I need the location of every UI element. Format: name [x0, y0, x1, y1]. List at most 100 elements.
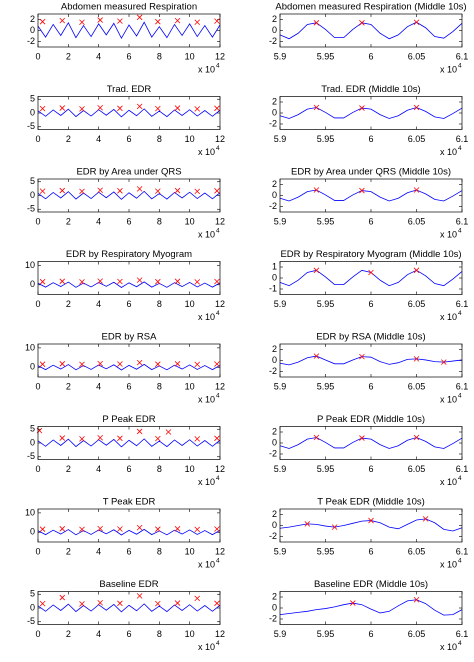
x-tick-label: 5.95: [317, 299, 335, 309]
peak-marker: [155, 278, 161, 285]
x-tick-label: 12: [215, 629, 225, 639]
peak-marker: [39, 188, 46, 194]
peak-marker: [117, 361, 123, 367]
marker-stroke: [136, 593, 143, 599]
peak-marker: [359, 20, 365, 26]
y-tick-label: 0: [272, 272, 277, 282]
peak-marker: [214, 435, 220, 442]
marker-stroke: [59, 361, 66, 367]
marker-stroke: [413, 104, 420, 111]
y-tick-label: -2: [269, 448, 277, 458]
peak-marker: [59, 17, 66, 24]
peak-marker: [136, 524, 143, 531]
marker-stroke: [359, 353, 365, 360]
peak-marker: [155, 361, 161, 367]
marker-stroke: [117, 526, 123, 532]
marker-stroke: [39, 18, 46, 25]
marker-stroke: [97, 599, 103, 606]
plot-frame: [37, 96, 221, 130]
peak-marker: [313, 353, 320, 359]
peak-marker: [422, 516, 429, 522]
x-tick-label: 6: [368, 299, 373, 309]
marker-stroke: [194, 436, 201, 442]
marker-stroke: [214, 600, 220, 607]
plot-title: Trad. EDR (Middle 10s): [321, 84, 420, 95]
y-tick-label: 2: [30, 14, 35, 24]
y-tick-label: -2: [269, 36, 277, 46]
x-scale-exponent: 4: [216, 228, 220, 235]
peak-marker: [194, 279, 201, 285]
marker-stroke: [97, 278, 103, 284]
x-tick-label: 5.95: [317, 51, 335, 61]
plot-frame: [37, 13, 221, 48]
x-scale-label: x 10: [440, 559, 457, 569]
x-tick-label: 0: [35, 546, 40, 556]
marker-stroke: [59, 526, 66, 532]
marker-stroke: [350, 600, 356, 606]
marker-stroke: [117, 278, 123, 285]
marker-stroke: [313, 187, 320, 193]
peak-marker: [136, 277, 143, 283]
peak-marker: [59, 187, 66, 194]
x-tick-label: 8: [157, 216, 162, 226]
marker-stroke: [174, 278, 181, 285]
y-tick-label: 0: [272, 190, 277, 200]
x-tick-label: 6: [368, 464, 373, 474]
x-tick-label: 6.05: [408, 629, 426, 639]
peak-marker: [155, 600, 161, 607]
plot-title: EDR by Area under QRS (Middle 10s): [291, 167, 451, 178]
x-scale-label: x 10: [198, 147, 215, 157]
marker-stroke: [136, 14, 143, 21]
peak-marker: [174, 600, 181, 606]
peak-marker: [174, 526, 181, 532]
x-tick-label: 6: [368, 629, 373, 639]
x-tick-label: 10: [185, 216, 195, 226]
x-tick-label: 8: [157, 299, 162, 309]
x-tick-label: 6: [126, 51, 131, 61]
peak-marker: [165, 429, 172, 435]
marker-stroke: [194, 361, 201, 368]
x-tick-label: 6: [126, 464, 131, 474]
x-tick-label: 6: [126, 134, 131, 144]
x-tick-label: 2: [66, 381, 71, 391]
x-tick-label: 6.05: [408, 51, 426, 61]
plot-title: P Peak EDR (Middle 10s): [317, 414, 425, 425]
y-tick-label: 0: [30, 362, 35, 372]
marker-stroke: [79, 279, 85, 285]
x-tick-label: 4: [96, 546, 101, 556]
plot-title: Abdomen measured Respiration (Middle 10s…: [275, 2, 466, 13]
marker-stroke: [117, 435, 123, 442]
peak-marker: [413, 434, 420, 441]
x-scale-label: x 10: [198, 312, 215, 322]
peak-marker: [97, 360, 103, 367]
marker-stroke: [39, 188, 46, 194]
peak-marker: [136, 428, 143, 435]
y-tick-label: 10: [25, 260, 35, 270]
y-tick-label: -2: [269, 531, 277, 541]
x-scale-exponent: 4: [458, 393, 462, 400]
marker-stroke: [79, 106, 85, 112]
peak-marker: [174, 17, 181, 24]
y-tick-label: 5: [30, 176, 35, 186]
plot-title: T Peak EDR (Middle 10s): [317, 497, 425, 508]
peak-marker: [368, 269, 374, 276]
plot-frame: [37, 178, 221, 213]
marker-stroke: [79, 19, 85, 26]
marker-stroke: [313, 20, 320, 26]
x-scale-exponent: 4: [458, 228, 462, 235]
y-tick-label: 2: [272, 96, 277, 106]
x-tick-label: 5.9: [274, 546, 287, 556]
peak-marker: [194, 106, 201, 112]
plot-title: T Peak EDR: [103, 497, 156, 508]
marker-stroke: [194, 106, 201, 112]
y-tick-label: 0: [272, 437, 277, 447]
y-tick-label: 5: [30, 424, 35, 434]
marker-stroke: [39, 278, 46, 285]
x-tick-label: 6.1: [456, 134, 469, 144]
peak-marker: [155, 435, 161, 442]
x-tick-label: 10: [185, 464, 195, 474]
peak-marker: [59, 594, 66, 601]
marker-stroke: [214, 278, 220, 285]
peak-marker: [174, 361, 181, 367]
signal-line: [279, 437, 463, 449]
